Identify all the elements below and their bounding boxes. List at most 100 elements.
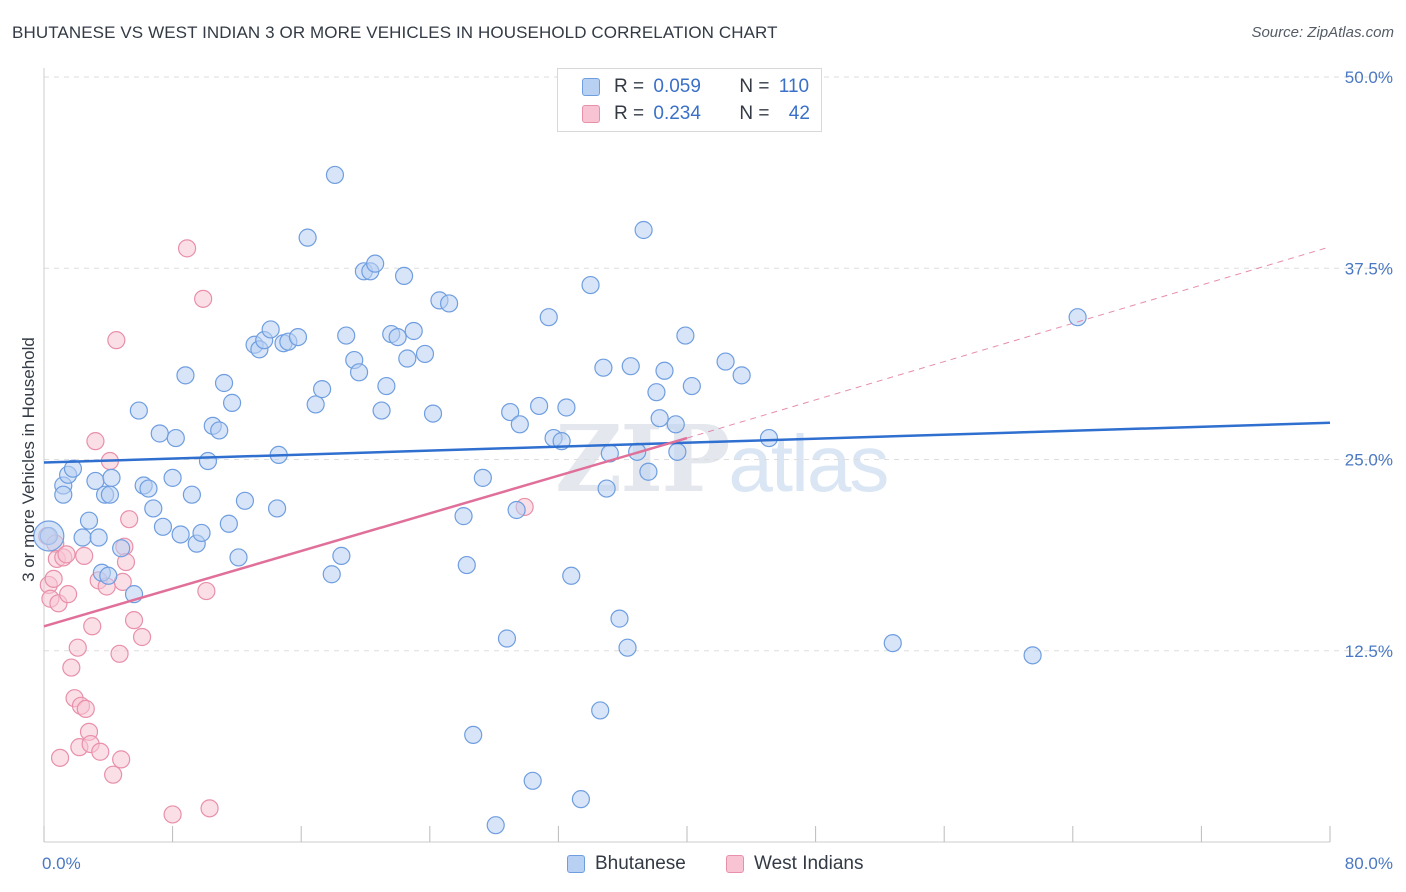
data-point-bhutanese (523, 771, 542, 790)
data-point-bhutanese (99, 566, 118, 585)
data-point-west-indians (76, 699, 95, 718)
data-point-bhutanese (497, 629, 517, 648)
data-point-bhutanese (267, 499, 287, 518)
data-point-bhutanese (192, 523, 211, 543)
data-point-bhutanese (539, 308, 558, 327)
data-point-west-indians (163, 805, 182, 824)
data-point-bhutanese (682, 376, 701, 396)
data-point-bhutanese (377, 376, 396, 396)
y-axis-title: 3 or more Vehicles in Household (19, 337, 38, 582)
data-point-bhutanese (591, 701, 610, 720)
data-point-bhutanese (325, 165, 345, 185)
data-point-west-indians (107, 331, 126, 350)
data-point-bhutanese (229, 548, 248, 567)
data-point-bhutanese (423, 404, 443, 423)
data-point-bhutanese (507, 500, 526, 520)
x-tick-label: 80.0% (1345, 854, 1393, 873)
data-point-bhutanese (219, 514, 238, 533)
data-point-west-indians (68, 638, 87, 657)
bhutanese-points (33, 165, 1087, 835)
data-point-bhutanese (655, 361, 674, 380)
legend-r-value: 0.234 (653, 103, 701, 124)
data-point-bhutanese (501, 402, 520, 422)
data-point-bhutanese (597, 479, 616, 498)
data-point-bhutanese (182, 485, 201, 504)
data-point-bhutanese (676, 326, 695, 345)
data-point-bhutanese (621, 357, 640, 376)
y-tick-label: 12.5% (1345, 642, 1393, 661)
data-point-west-indians (132, 627, 152, 647)
legend-item-bhutanese: Bhutanese (567, 852, 686, 876)
data-point-bhutanese (298, 228, 317, 247)
data-point-bhutanese (394, 266, 414, 285)
data-point-bhutanese (571, 790, 591, 809)
legend-n-value: 42 (788, 103, 810, 124)
legend-n-label: N = (739, 103, 770, 124)
legend-r-label: R = (614, 76, 645, 97)
data-point-bhutanese (261, 320, 280, 339)
data-point-bhutanese (210, 421, 229, 440)
data-point-bhutanese (473, 468, 492, 487)
data-point-west-indians (59, 585, 78, 604)
trend-line-west-indians (43, 436, 688, 628)
data-point-bhutanese (288, 328, 308, 347)
data-point-bhutanese-large (33, 520, 65, 552)
data-point-bhutanese (198, 451, 218, 471)
data-point-bhutanese (759, 428, 779, 448)
data-point-west-indians (91, 742, 110, 761)
legend-n-value: 110 (778, 76, 810, 97)
legend-n-label: N = (739, 76, 770, 97)
legend-swatch-blue (582, 78, 600, 96)
data-point-bhutanese (171, 525, 190, 544)
data-point-bhutanese (398, 349, 417, 368)
data-point-bhutanese (100, 485, 120, 504)
data-point-bhutanese (79, 511, 99, 530)
legend-row-bhutanese: R = 0.059 N = 110 (558, 74, 809, 100)
data-point-bhutanese (486, 816, 505, 835)
data-point-bhutanese (464, 725, 483, 745)
west-indians-points (38, 239, 534, 824)
data-point-west-indians (194, 289, 213, 308)
data-point-bhutanese (166, 428, 185, 448)
data-point-west-indians (104, 765, 123, 784)
legend-swatch-west-indians (726, 855, 744, 873)
data-point-bhutanese (1068, 308, 1087, 327)
data-point-west-indians (57, 545, 76, 564)
data-point-bhutanese (102, 468, 121, 487)
axes (43, 68, 1331, 843)
data-point-bhutanese (557, 398, 576, 417)
data-point-west-indians (120, 510, 139, 529)
data-point-bhutanese (562, 566, 581, 585)
trend-line-west-indians-extension (686, 246, 1331, 439)
data-point-bhutanese (634, 220, 653, 240)
legend-item-west-indians: West Indians (726, 852, 863, 876)
data-point-bhutanese (150, 424, 169, 443)
data-point-bhutanese (415, 344, 435, 364)
data-point-bhutanese (883, 633, 902, 653)
data-point-west-indians (62, 658, 81, 677)
data-point-bhutanese (235, 491, 255, 510)
data-point-west-indians (75, 546, 94, 565)
legend-r-value: 0.059 (653, 76, 701, 97)
legend-swatch-bhutanese (567, 855, 585, 873)
legend-swatch-pink (582, 105, 600, 123)
data-point-bhutanese (1023, 646, 1042, 665)
data-point-bhutanese (530, 396, 549, 416)
data-point-bhutanese (404, 321, 423, 341)
data-point-bhutanese (439, 294, 459, 313)
data-point-bhutanese (153, 517, 173, 536)
data-point-west-indians (50, 748, 70, 767)
data-point-bhutanese (73, 528, 92, 547)
data-point-bhutanese (639, 462, 658, 481)
data-point-bhutanese (63, 459, 83, 478)
data-point-bhutanese (332, 546, 351, 565)
stats-legend: R = 0.059 N = 110 R = 0.234 N = 42 (557, 68, 822, 132)
x-tick-label: 0.0% (42, 854, 81, 873)
data-point-bhutanese (54, 485, 73, 504)
data-point-bhutanese (306, 395, 325, 414)
data-point-bhutanese (337, 326, 356, 345)
data-point-bhutanese (349, 363, 369, 382)
trend-line-bhutanese (43, 421, 1331, 464)
data-point-bhutanese (716, 352, 735, 371)
trend-lines (43, 246, 1331, 628)
